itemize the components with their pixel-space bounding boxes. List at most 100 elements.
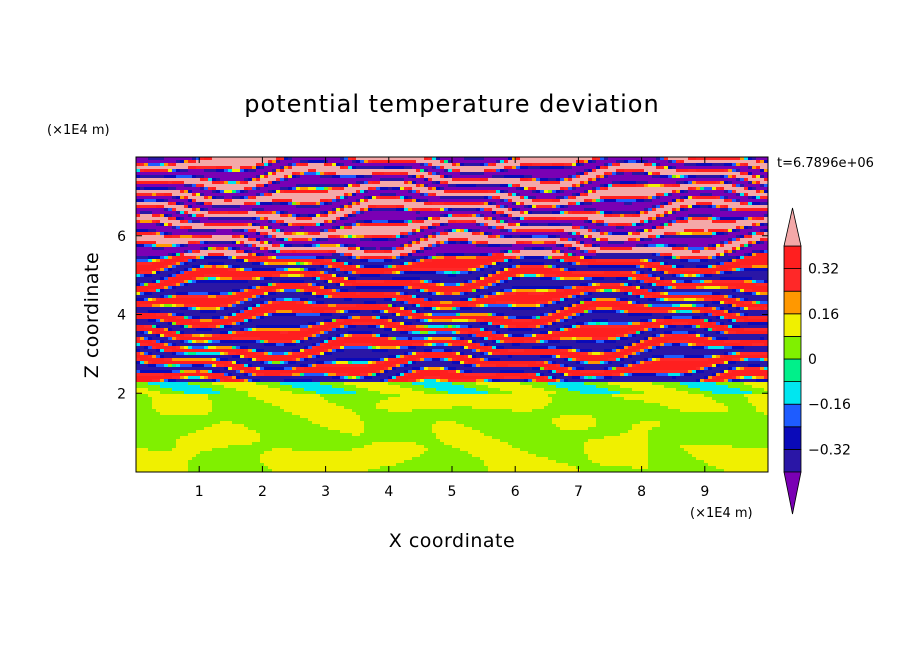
field-cell [136, 271, 141, 275]
field-cell [664, 331, 673, 335]
field-cell [256, 166, 261, 170]
field-cell [284, 178, 289, 182]
field-cell [720, 355, 725, 359]
field-cell [732, 208, 737, 212]
field-cell [424, 259, 433, 263]
field-cell [416, 304, 421, 308]
field-cell [684, 274, 689, 278]
field-cell [752, 235, 768, 239]
field-cell [656, 172, 661, 176]
field-cell [224, 307, 229, 311]
field-cell [280, 223, 285, 227]
field-cell [544, 388, 569, 392]
field-cell [744, 289, 753, 293]
field-cell [420, 259, 425, 263]
field-cell [752, 244, 768, 248]
field-cell [460, 346, 465, 350]
field-cell [452, 337, 457, 341]
field-cell [684, 325, 693, 329]
field-cell [708, 328, 713, 332]
field-cell [676, 181, 685, 185]
field-cell [344, 244, 349, 248]
field-cell [756, 196, 761, 200]
field-cell [284, 190, 329, 194]
field-cell [200, 247, 205, 251]
field-cell [716, 181, 721, 185]
field-cell [460, 178, 481, 182]
field-cell [600, 199, 605, 203]
field-cell [192, 175, 197, 179]
field-cell [748, 400, 768, 404]
field-cell [740, 202, 745, 206]
field-cell [296, 262, 301, 266]
field-cell [184, 331, 221, 335]
field-cell [652, 283, 657, 287]
field-cell [676, 190, 681, 194]
field-cell [156, 283, 173, 287]
field-cell [484, 169, 493, 173]
field-cell [252, 442, 373, 446]
field-cell [560, 310, 565, 314]
field-cell [284, 298, 293, 302]
field-cell [232, 367, 237, 371]
field-cell [328, 340, 333, 344]
field-cell [448, 379, 477, 383]
field-cell [348, 217, 417, 221]
field-cell [188, 214, 193, 218]
field-cell [420, 175, 425, 179]
field-cell [696, 181, 701, 185]
field-cell [628, 346, 633, 350]
field-cell [292, 373, 301, 377]
field-cell [312, 238, 317, 242]
field-cell [176, 322, 181, 326]
field-cell [764, 229, 768, 233]
field-cell [700, 274, 705, 278]
field-cell [180, 190, 185, 194]
field-cell [336, 337, 345, 341]
field-cell [504, 205, 509, 209]
field-cell [576, 337, 593, 341]
field-cell [324, 265, 329, 269]
field-cell [188, 259, 193, 263]
field-cell [460, 283, 465, 287]
field-cell [536, 373, 541, 377]
field-cell [340, 187, 345, 191]
field-cell [400, 307, 405, 311]
field-cell [412, 310, 417, 314]
field-cell [592, 337, 609, 341]
field-cell [480, 232, 485, 236]
field-cell [268, 283, 273, 287]
field-cell [688, 259, 701, 263]
field-cell [152, 271, 157, 275]
field-cell [668, 232, 677, 236]
field-cell [404, 316, 409, 320]
field-cell [240, 289, 245, 293]
field-cell [136, 283, 141, 287]
field-cell [280, 220, 285, 224]
field-cell [500, 196, 521, 200]
field-cell [188, 352, 197, 356]
field-cell [428, 343, 433, 347]
field-cell [300, 349, 305, 353]
field-cell [504, 313, 541, 317]
field-cell [156, 205, 165, 209]
field-cell [572, 202, 577, 206]
field-cell [756, 301, 761, 305]
field-cell [336, 325, 341, 329]
field-cell [516, 301, 537, 305]
field-cell [456, 421, 553, 425]
field-cell [208, 253, 225, 257]
field-cell [304, 388, 345, 392]
field-cell [312, 217, 337, 221]
field-cell [744, 247, 768, 251]
field-cell [456, 358, 477, 362]
field-cell [688, 187, 693, 191]
field-cell [512, 274, 517, 278]
field-cell [692, 181, 697, 185]
field-cell [448, 220, 457, 224]
field-cell [640, 340, 645, 344]
field-cell [632, 346, 645, 350]
field-cell [596, 283, 601, 287]
field-cell [396, 193, 421, 197]
field-cell [652, 277, 657, 281]
